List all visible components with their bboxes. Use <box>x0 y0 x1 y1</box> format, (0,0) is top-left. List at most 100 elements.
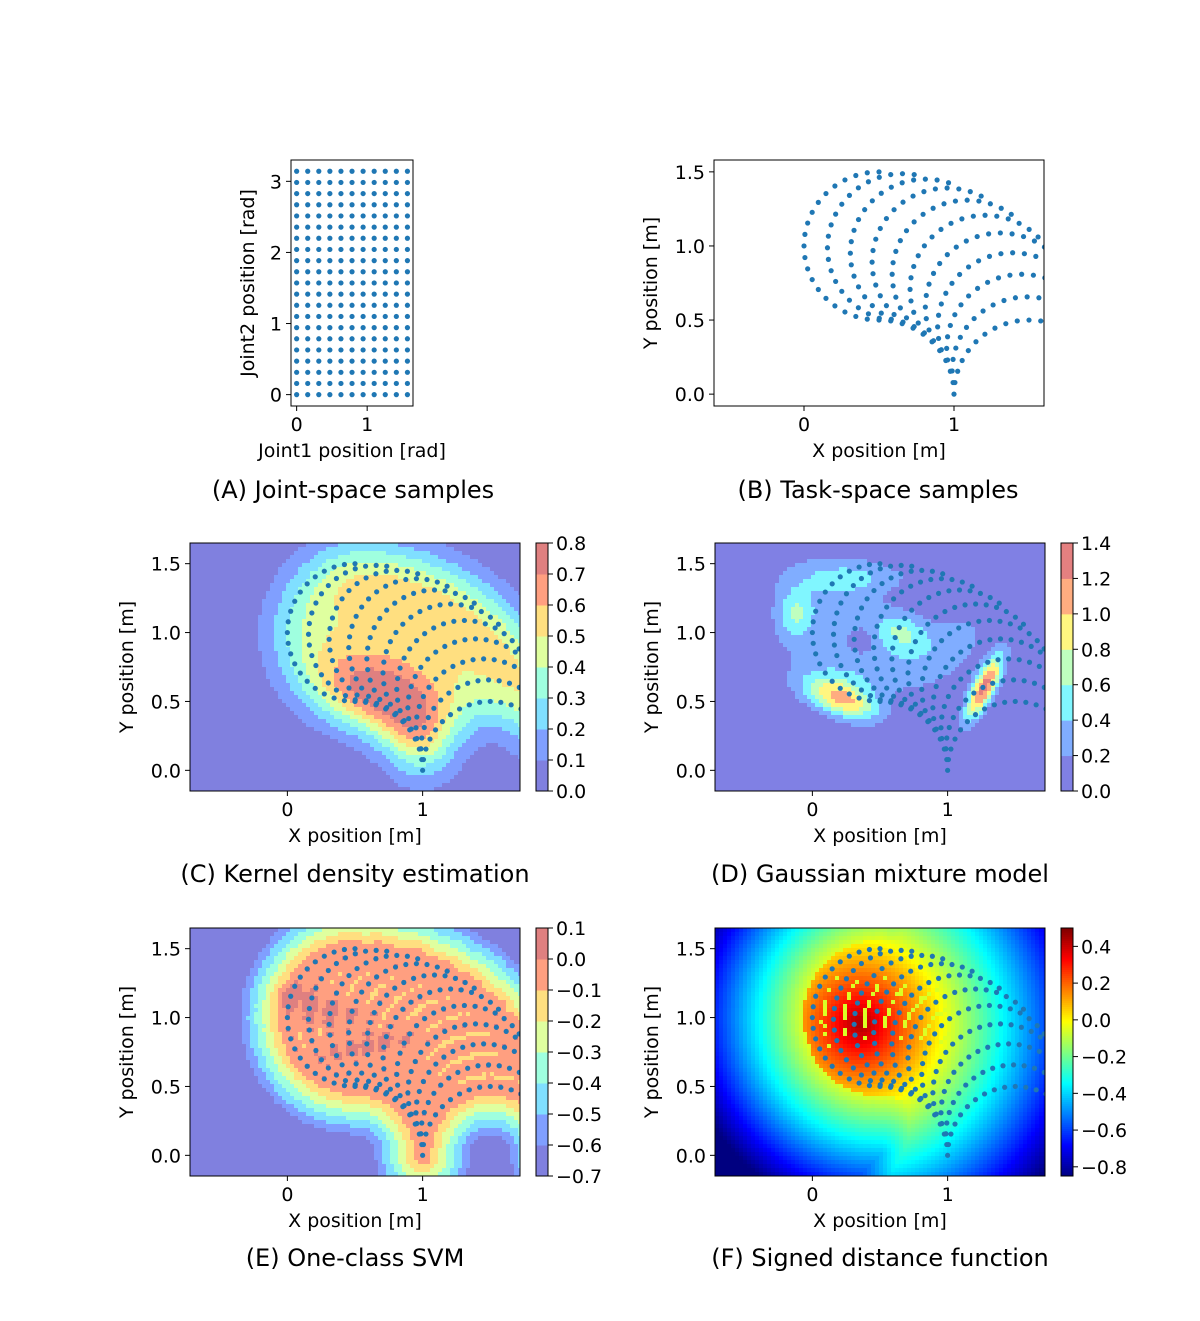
heatmap-cell <box>502 755 507 760</box>
heatmap-cell <box>430 559 435 564</box>
heatmap-cell <box>442 611 447 616</box>
heatmap-cell <box>514 739 519 744</box>
heatmap-cell <box>406 547 411 552</box>
heatmap-cell <box>322 555 327 560</box>
heatmap-cell <box>242 551 247 556</box>
y-axis-label: Joint2 position [rad] <box>237 189 259 378</box>
heatmap-cell <box>382 591 387 596</box>
heatmap-cell <box>310 599 315 604</box>
heatmap-cell <box>342 703 347 708</box>
heatmap-cell <box>518 639 520 644</box>
heatmap-cell <box>502 579 507 584</box>
heatmap-cell <box>314 563 319 568</box>
heatmap-cell <box>302 563 307 568</box>
heatmap-cell <box>214 723 219 728</box>
heatmap-cell <box>466 635 471 640</box>
heatmap-cell <box>230 695 235 700</box>
heatmap-cell <box>498 651 503 656</box>
heatmap-cell <box>370 599 375 604</box>
heatmap-cell <box>422 547 427 552</box>
heatmap-cell <box>458 651 463 656</box>
heatmap-cell <box>486 731 491 736</box>
heatmap-cell <box>458 659 463 664</box>
heatmap-cell <box>386 627 391 632</box>
heatmap-cell <box>250 671 255 676</box>
heatmap-cell <box>430 727 435 732</box>
data-point <box>338 258 344 264</box>
heatmap-cell <box>358 755 363 760</box>
heatmap-cell <box>222 555 227 560</box>
heatmap-cell <box>338 599 343 604</box>
heatmap-cell <box>270 591 275 596</box>
heatmap-cell <box>410 599 415 604</box>
data-point <box>294 168 300 174</box>
heatmap-cell <box>330 623 335 628</box>
heatmap-cell <box>234 583 239 588</box>
heatmap-cell <box>194 563 199 568</box>
heatmap-cell <box>258 751 263 756</box>
heatmap-cell <box>234 687 239 692</box>
heatmap-cell <box>222 583 227 588</box>
data-point <box>338 380 344 387</box>
heatmap-cell <box>282 747 287 752</box>
heatmap-cell <box>238 731 243 736</box>
heatmap-cell <box>194 567 199 572</box>
heatmap-cell <box>402 735 407 740</box>
heatmap-cell <box>410 695 415 700</box>
heatmap-cell <box>334 635 339 640</box>
heatmap-cell <box>226 627 231 632</box>
data-point <box>305 358 311 364</box>
heatmap-cell <box>298 723 303 728</box>
data-point <box>920 331 926 337</box>
heatmap-cell <box>462 663 467 668</box>
heatmap-cell <box>378 595 383 600</box>
heatmap-cell <box>214 699 219 704</box>
data-point <box>382 190 388 197</box>
heatmap-cell <box>458 723 463 728</box>
heatmap-cell <box>218 727 223 732</box>
heatmap-cell <box>366 675 371 680</box>
heatmap-cell <box>230 691 235 696</box>
heatmap-cell <box>362 599 367 604</box>
heatmap-cell <box>382 639 387 644</box>
heatmap-cell <box>490 727 495 732</box>
heatmap-cell <box>382 643 387 648</box>
heatmap-cell <box>494 707 499 712</box>
heatmap-cell <box>354 635 359 640</box>
heatmap-cell <box>462 611 467 616</box>
heatmap-cell <box>370 731 375 736</box>
heatmap-cell <box>194 747 199 752</box>
y-tick-label: 0.0 <box>675 384 705 406</box>
heatmap-cell <box>458 743 463 748</box>
heatmap-cell <box>290 739 295 744</box>
heatmap-cell <box>218 611 223 616</box>
heatmap-cell <box>302 723 307 728</box>
heatmap-cell <box>470 691 475 696</box>
heatmap-cell <box>410 611 415 616</box>
heatmap-cell <box>454 559 459 564</box>
heatmap-cell <box>234 675 239 680</box>
heatmap-cell <box>442 679 447 684</box>
heatmap-cell <box>514 707 519 712</box>
heatmap-cell <box>450 615 455 620</box>
heatmap-cell <box>450 563 455 568</box>
data-point <box>833 278 839 285</box>
heatmap-cell <box>438 635 443 640</box>
heatmap-cell <box>414 691 419 696</box>
heatmap-cell <box>350 719 355 724</box>
heatmap-cell <box>234 667 239 672</box>
heatmap-cell <box>258 611 263 616</box>
data-point <box>349 325 355 331</box>
heatmap-cell <box>270 583 275 588</box>
heatmap-cell <box>294 699 299 704</box>
heatmap-cell <box>346 567 351 572</box>
heatmap-cell <box>190 555 195 560</box>
heatmap-cell <box>462 687 467 692</box>
heatmap-cell <box>222 639 227 644</box>
heatmap-cell <box>330 723 335 728</box>
plot-area <box>294 168 411 398</box>
heatmap-cell <box>234 655 239 660</box>
heatmap-cell <box>398 567 403 572</box>
heatmap-cell <box>254 551 259 556</box>
data-point <box>839 201 845 207</box>
